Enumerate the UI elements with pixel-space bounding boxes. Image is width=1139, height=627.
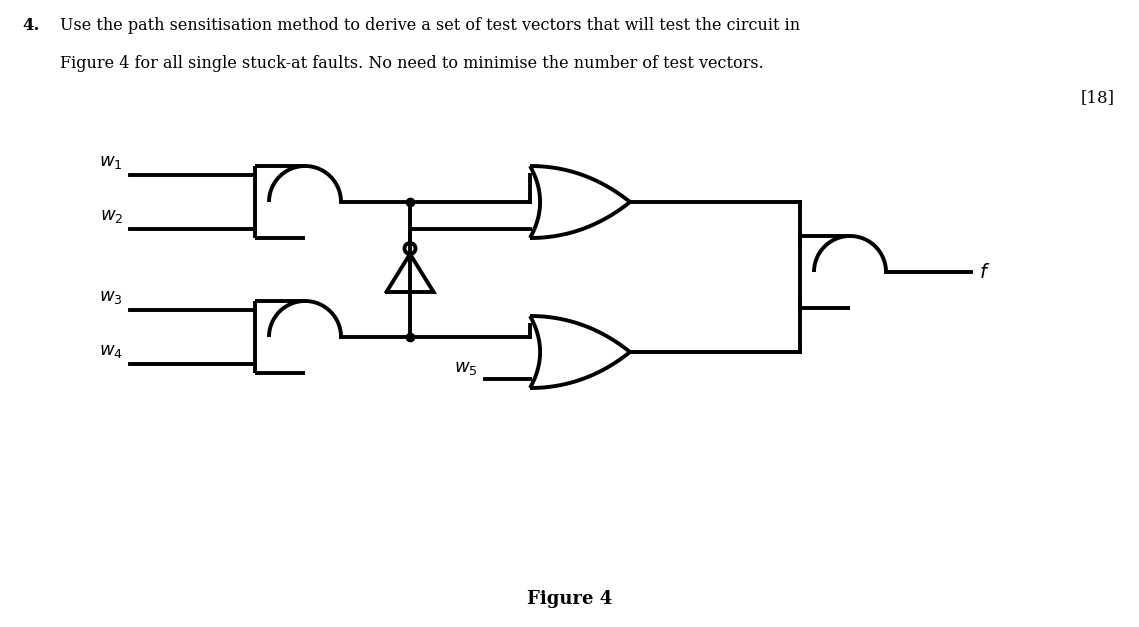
Text: $w_3$: $w_3$ [99,288,123,305]
Text: Figure 4 for all single stuck-at faults. No need to minimise the number of test : Figure 4 for all single stuck-at faults.… [60,55,764,72]
Text: Figure 4: Figure 4 [527,590,613,608]
Text: $f$: $f$ [980,263,990,282]
Text: [18]: [18] [1081,89,1115,106]
Text: Use the path sensitisation method to derive a set of test vectors that will test: Use the path sensitisation method to der… [60,17,800,34]
Text: $w_4$: $w_4$ [99,342,123,361]
Text: $w_5$: $w_5$ [454,359,478,377]
Text: $w_2$: $w_2$ [99,208,123,225]
Text: $w_1$: $w_1$ [99,152,123,171]
Text: 4.: 4. [22,17,40,34]
